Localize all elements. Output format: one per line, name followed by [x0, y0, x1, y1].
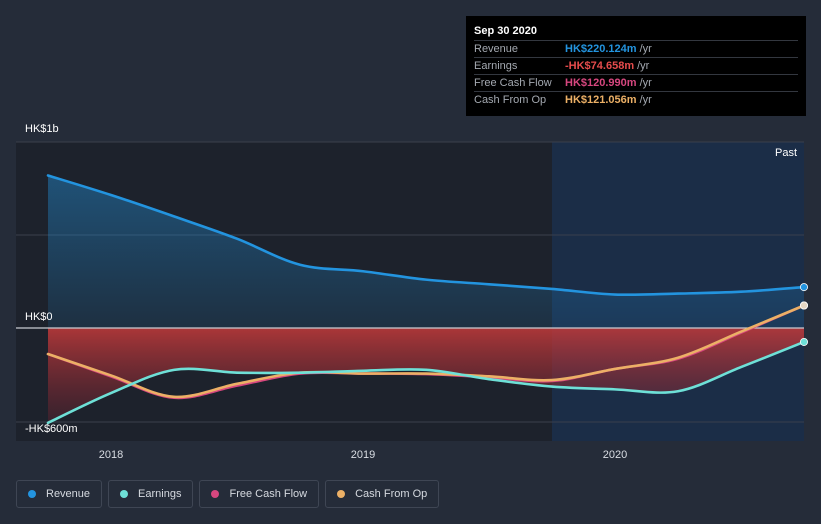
tooltip-label: Revenue — [474, 43, 519, 55]
x-tick-label: 2018 — [99, 449, 123, 461]
tooltip-unit: /yr — [637, 60, 650, 72]
legend-item-revenue[interactable]: Revenue — [16, 480, 103, 508]
tooltip-unit: /yr — [639, 43, 652, 55]
tooltip-row-cash-from-op: Cash From Op HK$121.056m /yr — [474, 91, 798, 108]
tooltip-value: HK$121.056m — [565, 94, 637, 106]
revenue-line — [46, 174, 806, 297]
y-tick-label-bottom: -HK$600m — [25, 423, 78, 435]
y-tick-label-zero: HK$0 — [25, 311, 53, 323]
legend-label: Earnings — [138, 488, 182, 500]
tooltip-row-revenue: Revenue HK$220.124m /yr — [474, 40, 798, 57]
past-label: Past — [774, 147, 797, 159]
tooltip-label: Earnings — [474, 60, 518, 72]
tooltip-unit: /yr — [639, 94, 652, 106]
x-tick-label: 2019 — [351, 449, 375, 461]
legend-label: Revenue — [46, 488, 91, 500]
cash-from-op-line — [46, 304, 806, 399]
tooltip-row-earnings: Earnings -HK$74.658m /yr — [474, 57, 798, 74]
tooltip-date: Sep 30 2020 — [474, 25, 537, 37]
legend-label: Cash From Op — [355, 488, 428, 500]
tooltip-value: -HK$74.658m — [565, 60, 635, 72]
y-tick-label-top: HK$1b — [25, 123, 59, 135]
earnings-negative-area — [48, 328, 804, 423]
tooltip-value: HK$120.990m — [565, 77, 637, 89]
legend-dot-icon — [28, 490, 36, 498]
tooltip-label: Free Cash Flow — [474, 77, 552, 89]
legend-item-free-cash-flow[interactable]: Free Cash Flow — [199, 480, 320, 508]
x-tick-label: 2020 — [603, 449, 627, 461]
tooltip-label: Cash From Op — [474, 94, 547, 106]
legend-label: Free Cash Flow — [229, 488, 308, 500]
legend-item-cash-from-op[interactable]: Cash From Op — [325, 480, 440, 508]
legend: Revenue Earnings Free Cash Flow Cash Fro… — [16, 480, 440, 508]
tooltip-value: HK$220.124m — [565, 43, 637, 55]
data-tooltip: Sep 30 2020 Revenue HK$220.124m /yr Earn… — [466, 16, 806, 116]
revenue-end-point — [800, 283, 809, 292]
legend-dot-icon — [211, 490, 220, 498]
tooltip-unit: /yr — [639, 77, 652, 89]
revenue-area — [48, 175, 804, 328]
legend-item-earnings[interactable]: Earnings — [108, 480, 194, 508]
legend-dot-icon — [337, 490, 346, 498]
earnings-end-point — [800, 337, 809, 346]
earnings-line — [46, 340, 806, 425]
tooltip-row-free-cash-flow: Free Cash Flow HK$120.990m /yr — [474, 74, 798, 91]
cash-from-op-end-point — [800, 301, 809, 310]
legend-dot-icon — [120, 490, 129, 498]
